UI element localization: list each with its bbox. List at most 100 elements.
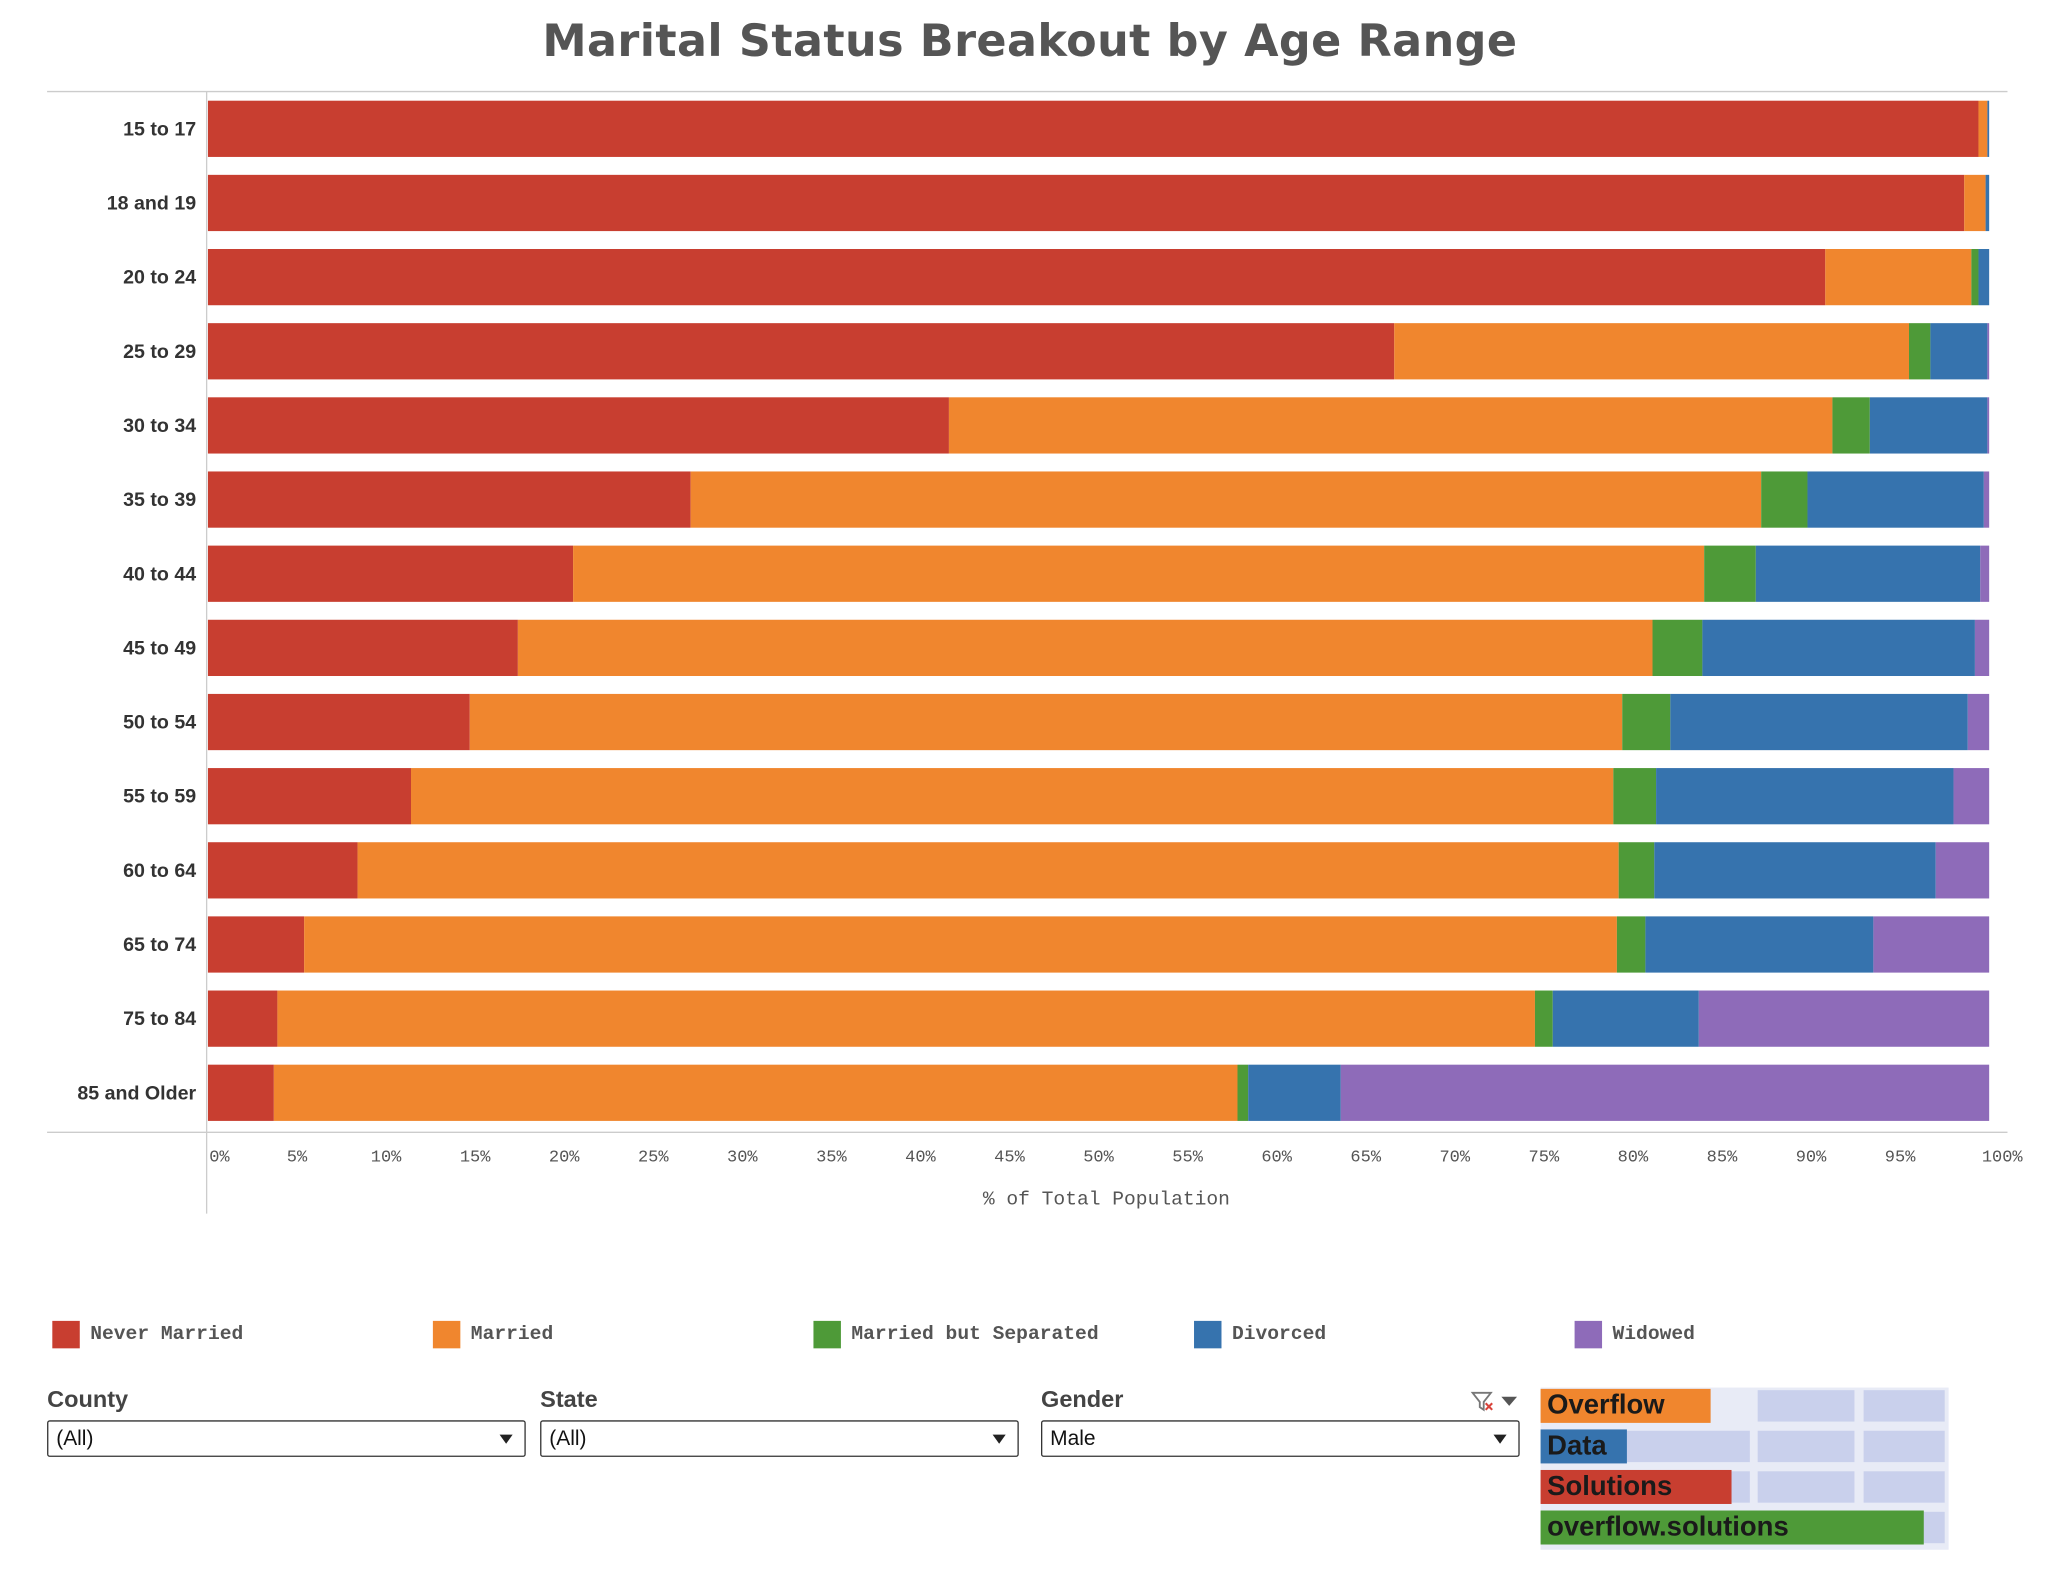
y-tick-label: 85 and Older xyxy=(77,1082,196,1104)
bar-divorced-45-to-49 xyxy=(1702,619,1975,677)
bar-married-15-to-17 xyxy=(1978,100,1988,157)
overflow-data-solutions-logo: Overflow Data Solutions overflow.solutio… xyxy=(1540,1387,1949,1550)
logo-line-url: overflow.solutions xyxy=(1540,1510,1924,1545)
bar-widowed-30-to-34 xyxy=(1987,397,1990,454)
bar-married-but-separated-20-to-24 xyxy=(1971,249,1979,306)
x-tick-label: 60% xyxy=(1261,1148,1292,1167)
legend-swatch xyxy=(1194,1320,1222,1348)
bar-married-50-to-54 xyxy=(469,693,1623,751)
state-filter-label: State xyxy=(540,1386,598,1413)
bar-married-75-to-84 xyxy=(277,990,1535,1047)
bar-married-but-separated-45-to-49 xyxy=(1652,619,1703,677)
x-tick-label: 85% xyxy=(1707,1148,1738,1167)
y-tick-label: 40 to 44 xyxy=(123,563,196,585)
bar-married-but-separated-60-to-64 xyxy=(1618,842,1655,899)
bar-widowed-60-to-64 xyxy=(1935,842,1990,899)
x-tick-label: 75% xyxy=(1529,1148,1560,1167)
legend-item-widowed[interactable]: Widowed xyxy=(1574,1320,1695,1349)
bar-divorced-55-to-59 xyxy=(1656,768,1954,825)
county-select[interactable]: (All) xyxy=(47,1420,526,1457)
gender-select[interactable]: Male xyxy=(1041,1420,1520,1457)
x-tick-label: 35% xyxy=(816,1148,847,1167)
bar-divorced-60-to-64 xyxy=(1654,842,1936,899)
legend-swatch xyxy=(1574,1320,1603,1348)
x-tick-label: 100% xyxy=(1982,1148,2024,1167)
bar-divorced-40-to-44 xyxy=(1755,545,1981,602)
x-axis-title: % of Total Population xyxy=(983,1188,1230,1210)
y-tick-label: 25 to 29 xyxy=(123,341,196,363)
bar-married-25-to-29 xyxy=(1394,323,1910,380)
bar-married-35-to-39 xyxy=(690,471,1762,528)
state-select-value: (All) xyxy=(549,1428,587,1451)
bar-widowed-40-to-44 xyxy=(1980,545,1990,602)
bar-divorced-75-to-84 xyxy=(1552,990,1699,1047)
legend-label: Widowed xyxy=(1612,1322,1695,1346)
bar-married-but-separated-65-to-74 xyxy=(1616,916,1646,973)
state-filter: State (All) xyxy=(540,1386,1021,1457)
bar-divorced-25-to-29 xyxy=(1930,323,1988,380)
bar-divorced-30-to-34 xyxy=(1869,397,1988,454)
legend-swatch xyxy=(813,1320,841,1348)
gender-filter: Gender Male xyxy=(1041,1386,1522,1457)
bar-married-30-to-34 xyxy=(948,397,1833,454)
dropdown-arrow-icon xyxy=(992,1434,1006,1444)
x-tick-label: 65% xyxy=(1350,1148,1381,1167)
legend-item-divorced[interactable]: Divorced xyxy=(1194,1320,1326,1349)
logo-line-overflow: Overflow xyxy=(1540,1388,1711,1423)
bar-married-65-to-74 xyxy=(304,916,1617,973)
bar-widowed-45-to-49 xyxy=(1974,619,1990,677)
x-tick-label: 55% xyxy=(1172,1148,1203,1167)
bar-divorced-20-to-24 xyxy=(1978,249,1990,306)
bar-never-married-45-to-49 xyxy=(207,619,518,677)
bar-never-married-25-to-29 xyxy=(207,323,1395,380)
bar-widowed-35-to-39 xyxy=(1983,471,1990,528)
legend-item-never-married[interactable]: Never Married xyxy=(52,1320,243,1349)
legend-item-married[interactable]: Married xyxy=(432,1320,553,1349)
bar-never-married-30-to-34 xyxy=(207,397,949,454)
x-tick-label: 70% xyxy=(1439,1148,1470,1167)
bar-married-20-to-24 xyxy=(1825,249,1972,306)
filter-tools-icons xyxy=(1470,1391,1518,1412)
y-tick-label: 55 to 59 xyxy=(123,786,196,808)
legend-item-married-but-separated[interactable]: Married but Separated xyxy=(813,1320,1099,1349)
y-tick-label: 75 to 84 xyxy=(123,1008,196,1030)
legend-label: Married but Separated xyxy=(851,1322,1099,1346)
bar-married-but-separated-55-to-59 xyxy=(1613,768,1657,825)
state-select[interactable]: (All) xyxy=(540,1420,1019,1457)
bar-married-but-separated-25-to-29 xyxy=(1909,323,1931,380)
x-tick-label: 0% xyxy=(209,1148,230,1167)
y-tick-label: 65 to 74 xyxy=(123,934,196,956)
bar-never-married-50-to-54 xyxy=(207,693,470,751)
bar-divorced-85-and-older xyxy=(1248,1064,1341,1121)
bar-married-18-and-19 xyxy=(1964,174,1986,232)
bar-never-married-35-to-39 xyxy=(207,471,691,528)
gender-filter-label: Gender xyxy=(1041,1386,1124,1413)
filter-clear-icon[interactable] xyxy=(1470,1391,1493,1412)
county-select-value: (All) xyxy=(56,1428,94,1451)
filter-menu-icon[interactable] xyxy=(1501,1396,1518,1406)
x-tick-label: 30% xyxy=(727,1148,758,1167)
x-tick-label: 45% xyxy=(994,1148,1025,1167)
chart-title: Marital Status Breakout by Age Range xyxy=(542,15,1518,69)
y-tick-label: 50 to 54 xyxy=(123,712,196,734)
bar-married-but-separated-30-to-34 xyxy=(1832,397,1870,454)
logo-line-data: Data xyxy=(1540,1429,1627,1464)
x-tick-label: 15% xyxy=(460,1148,491,1167)
legend-swatch xyxy=(52,1320,80,1348)
bar-married-40-to-44 xyxy=(573,545,1705,602)
bar-married-45-to-49 xyxy=(517,619,1653,677)
bar-divorced-50-to-54 xyxy=(1670,693,1968,751)
bar-widowed-65-to-74 xyxy=(1873,916,1990,973)
y-tick-label: 15 to 17 xyxy=(123,118,196,140)
x-tick-label: 50% xyxy=(1083,1148,1114,1167)
bar-married-but-separated-35-to-39 xyxy=(1761,471,1808,528)
y-tick-label: 18 and 19 xyxy=(107,193,196,215)
y-tick-label: 35 to 39 xyxy=(123,489,196,511)
legend-label: Divorced xyxy=(1231,1322,1327,1346)
bar-divorced-35-to-39 xyxy=(1807,471,1984,528)
x-tick-label: 90% xyxy=(1796,1148,1827,1167)
bar-married-55-to-59 xyxy=(410,768,1614,825)
bar-widowed-55-to-59 xyxy=(1953,768,1990,825)
bar-married-but-separated-50-to-54 xyxy=(1622,693,1671,751)
bar-widowed-25-to-29 xyxy=(1987,323,1990,380)
